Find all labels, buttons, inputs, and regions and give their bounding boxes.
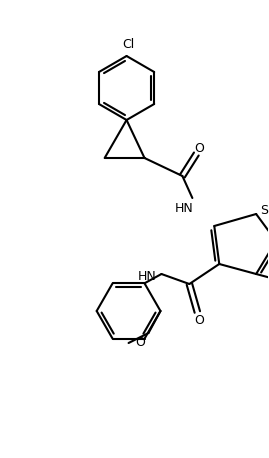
Text: O: O <box>194 142 204 156</box>
Text: O: O <box>194 313 204 327</box>
Text: S: S <box>260 203 268 217</box>
Text: Cl: Cl <box>122 38 135 50</box>
Text: HN: HN <box>138 269 157 283</box>
Text: O: O <box>136 337 146 349</box>
Text: HN: HN <box>175 202 194 214</box>
